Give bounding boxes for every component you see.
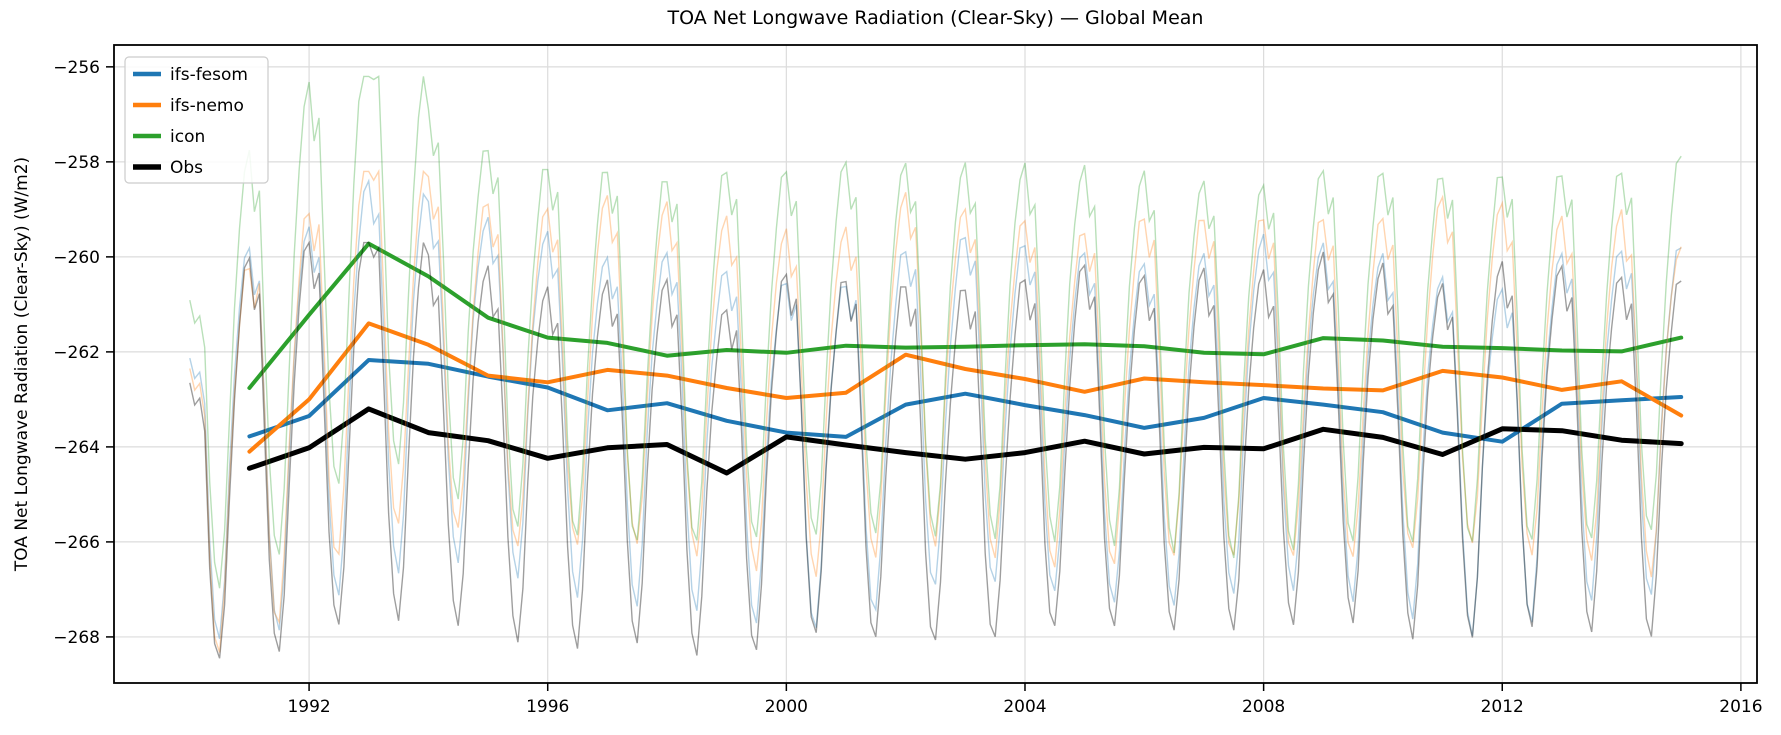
x-tick-label: 2008	[1242, 697, 1285, 717]
legend-item-Obs: Obs	[133, 158, 203, 178]
x-tick-label: 1996	[526, 697, 569, 717]
plot-border	[113, 44, 1758, 684]
series-line-Obs	[246, 406, 1684, 476]
legend-label-Obs: Obs	[170, 158, 203, 178]
series-line-icon	[247, 241, 1684, 390]
plot-area	[114, 45, 1757, 683]
legend-label-ifs-nemo: ifs-nemo	[170, 96, 244, 116]
monthly-line-ifs-nemo	[189, 168, 1682, 653]
legend-box	[124, 56, 269, 184]
chart-title: TOA Net Longwave Radiation (Clear-Sky) —…	[667, 7, 1204, 29]
x-tick-label: 2016	[1719, 697, 1762, 717]
legend-item-icon: icon	[133, 127, 205, 147]
x-tick-label: 1992	[287, 697, 330, 717]
x-tick-label: 2004	[1003, 697, 1046, 717]
legend-item-ifs-fesom: ifs-fesom	[133, 65, 248, 85]
y-tick-label: −268	[53, 628, 100, 648]
monthly-line-Obs	[189, 240, 1682, 659]
y-tick-label: −266	[53, 533, 100, 553]
y-tick-label: −262	[53, 343, 100, 363]
series-line-ifs-nemo	[247, 321, 1684, 454]
monthly-line-ifs-fesom	[189, 178, 1682, 639]
legend: ifs-fesom ifs-nemo icon Obs	[124, 56, 269, 184]
monthly-line-icon	[189, 75, 1682, 589]
y-tick-label: −264	[53, 438, 100, 458]
x-tick-label: 2012	[1481, 697, 1524, 717]
legend-label-icon: icon	[170, 127, 205, 147]
y-tick-label: −258	[53, 153, 100, 173]
legend-label-ifs-fesom: ifs-fesom	[170, 65, 248, 85]
x-tick-label: 2000	[765, 697, 808, 717]
y-tick-label: −256	[53, 58, 100, 78]
legend-item-ifs-nemo: ifs-nemo	[133, 96, 244, 116]
y-tick-label: −260	[53, 248, 100, 268]
